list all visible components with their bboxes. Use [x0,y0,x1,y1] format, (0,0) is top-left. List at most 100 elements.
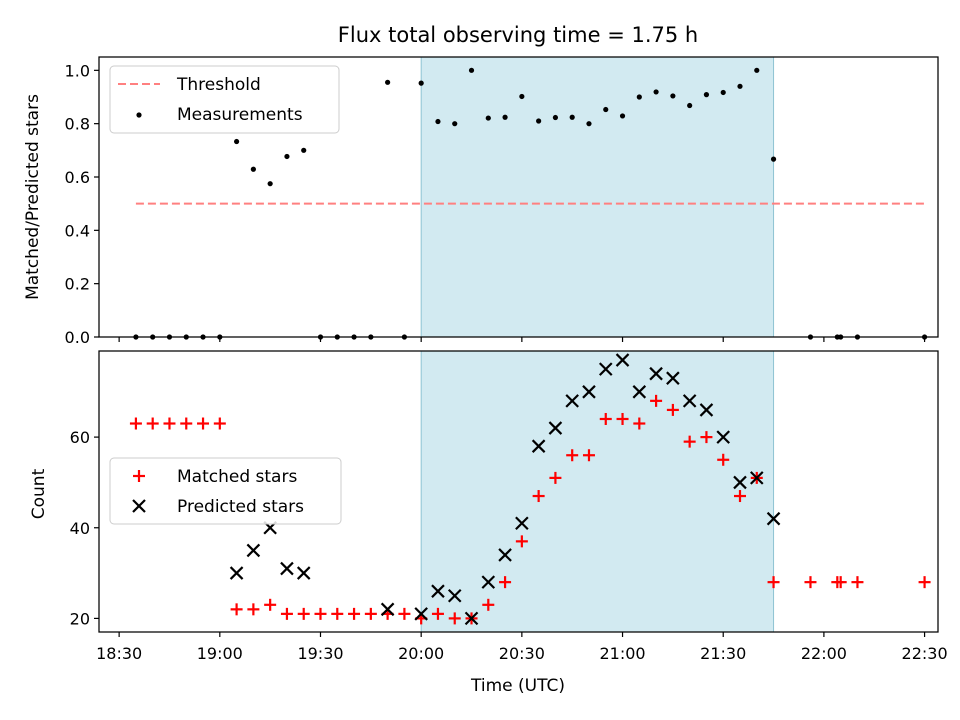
predicted-star-point [414,607,428,621]
matched-star-point [733,490,746,503]
measurement-point [653,89,659,95]
matched-star-point [297,607,310,620]
measurement-point [502,114,508,120]
bottom-y-axis-label: Count [29,468,49,519]
x-tick-label: 19:00 [197,644,243,663]
top-panel: 0.0 0.2 0.4 0.6 0.8 1.0 Matched/Predicted sta… [23,56,939,347]
x-tick-label: 22:30 [902,644,948,663]
matched-star-point [247,603,260,616]
predicted-star-point [565,394,579,408]
predicted-star-point [598,362,613,376]
matched-star-point [482,598,495,611]
predicted-star-point [481,575,496,589]
measurement-point [703,92,710,98]
measurement-point [267,181,273,187]
top-y-tick-label: 0.0 [65,328,90,347]
bottom-legend-box [109,457,342,525]
top-plot-frame [98,56,939,338]
predicted-star-point [280,561,294,576]
matched-star-point [280,607,293,620]
predicted-star-point [666,371,680,385]
matched-star-point [499,576,512,589]
measurement-point [737,83,743,89]
predicted-star-point [649,366,663,381]
predicted-star-point [515,516,529,531]
predicted-star-point [464,611,479,626]
predicted-star-point [582,385,596,399]
legend-predicted-swatch [132,499,146,513]
predicted-star-point [229,566,244,580]
matched-star-point [834,576,847,589]
matched-star-point [717,453,730,466]
measurement-point [552,114,559,121]
legend-measurements-swatch [136,112,142,118]
measurement-point [233,138,240,145]
matched-star-point [448,612,461,625]
predicted-star-point [296,566,311,580]
predicted-star-point [733,475,747,490]
x-tick-label: 19:30 [297,644,343,663]
matched-star-point [700,431,713,444]
predicted-star-point [498,548,512,562]
top-legend-box [109,65,340,134]
measurement-point [301,147,307,153]
top-y-tick-label: 1.0 [65,61,90,80]
matched-star-point [633,417,646,430]
legend-matched-label: Matched stars [177,467,297,487]
x-axis-label: Time (UTC) [470,676,565,696]
matched-star-point [213,417,226,430]
bottom-panel: 20 40 60 18:30 19:00 19:30 20:00 20:30 21:00 21:… [29,350,948,696]
matched-star-point [582,449,595,462]
measurement-point [720,89,726,96]
top-y-tick-label: 0.2 [65,275,90,294]
measurement-point [485,115,491,121]
measurement-point [754,67,760,73]
predicted-star-point [682,394,697,408]
x-tick-label: 20:30 [499,644,545,663]
measurement-point [385,79,391,85]
measurement-point [250,166,256,172]
x-tick-label: 18:30 [96,644,142,663]
top-observing-window [420,56,775,338]
predicted-star-point [699,403,714,417]
predicted-star-point [246,543,261,558]
measurement-point [435,118,441,125]
matched-star-point [398,607,411,620]
legend-threshold-label: Threshold [176,75,261,95]
matched-star-point [851,576,864,589]
top-y-tick-label: 0.4 [65,221,90,240]
matched-star-point [566,449,579,462]
matched-star-point [163,417,176,430]
matched-star-point [264,598,277,611]
bottom-y-tick-label: 60 [70,428,90,447]
x-tick-label: 21:00 [599,644,645,663]
measurement-point [468,67,475,73]
matched-star-point [146,417,159,430]
matched-star-point [230,603,243,616]
matched-star-point [683,435,696,448]
matched-star-point [364,607,377,620]
predicted-star-point [447,588,462,603]
matched-star-point [431,607,444,620]
matched-star-point [804,576,817,589]
measurement-point [670,93,676,99]
matched-star-point [129,417,142,430]
predicted-star-point [716,430,730,444]
matched-star-point [515,535,528,548]
bottom-plot-frame [98,350,939,633]
predicted-star-point [380,602,395,617]
legend-predicted-label: Predicted stars [177,497,304,517]
measurement-point [418,80,424,86]
predicted-star-point [615,353,630,367]
predicted-star-point [749,471,764,485]
x-tick-label: 22:00 [801,644,847,663]
chart-title: Flux total observing time = 1.75 h [338,23,698,47]
predicted-star-point [548,421,563,435]
top-y-axis-label: Matched/Predicted stars [23,94,43,300]
measurement-point [770,156,777,162]
matched-star-point [616,412,629,425]
measurement-point [536,118,542,124]
measurement-point [636,94,642,100]
matched-star-point [314,607,327,620]
x-tick-label: 21:30 [700,644,746,663]
